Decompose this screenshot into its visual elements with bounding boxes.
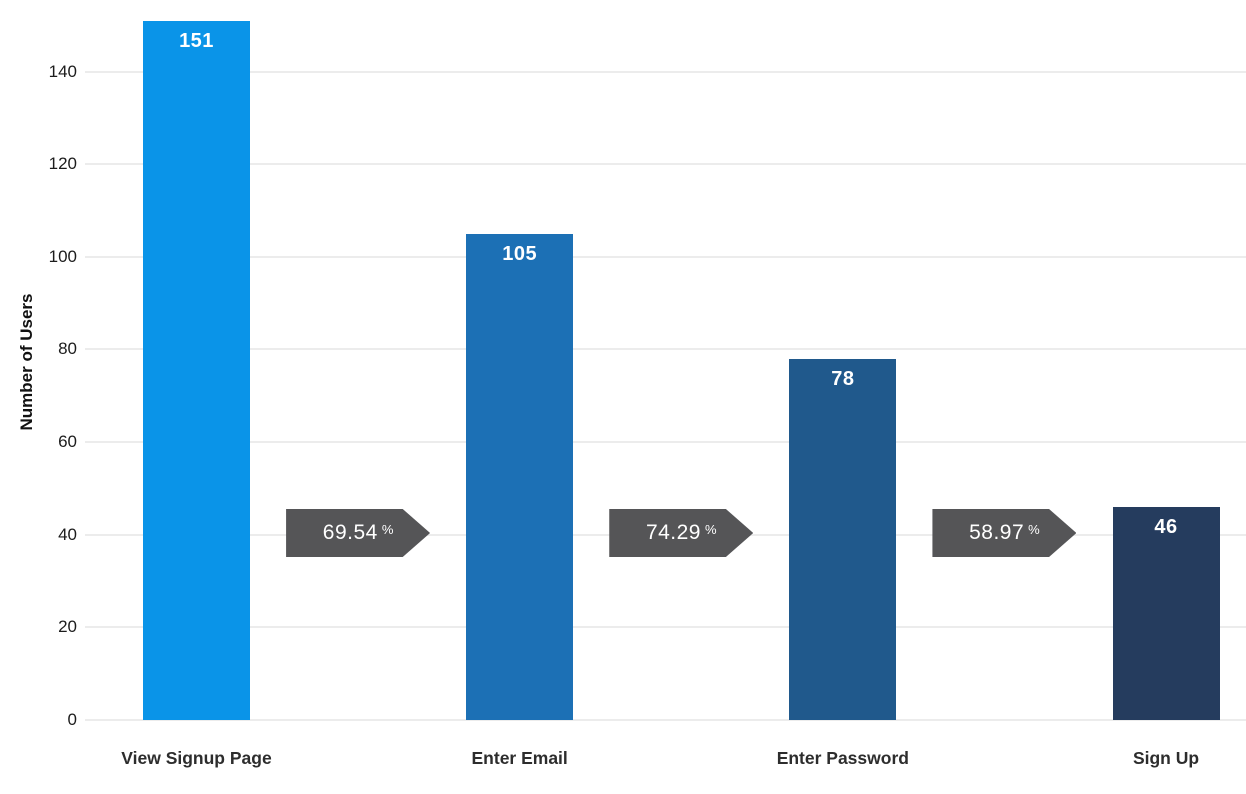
bar-value-label: 78 [831, 367, 855, 390]
y-tick-label: 60 [58, 432, 77, 452]
percent-sign: % [1028, 522, 1040, 537]
conversion-rate-value: 69.54 [322, 521, 378, 544]
y-tick-label: 100 [48, 246, 77, 266]
x-axis-label: View Signup Page [121, 748, 272, 768]
gridline [85, 163, 1246, 166]
y-tick-label: 0 [67, 710, 77, 729]
percent-sign: % [705, 522, 717, 537]
gridline [85, 255, 1246, 258]
y-tick-label: 120 [48, 154, 77, 174]
bar-value-label: 105 [502, 242, 538, 265]
conversion-rate-value: 74.29 [645, 521, 701, 544]
conversion-arrow: 69.54% [286, 509, 431, 557]
conversion-arrow: 74.29% [609, 509, 754, 557]
y-tick-label: 40 [58, 524, 77, 544]
conversion-rate-label: 69.54% [323, 521, 394, 545]
bar-value-label: 46 [1154, 515, 1178, 538]
y-tick-label: 140 [48, 61, 77, 81]
conversion-rate-label: 58.97% [969, 521, 1040, 545]
conversion-rate-label: 74.29% [646, 521, 717, 545]
funnel-bar: 78 [789, 358, 897, 720]
y-tick-label: 20 [58, 617, 77, 637]
gridline [85, 719, 1246, 721]
conversion-arrow: 58.97% [932, 509, 1077, 557]
y-axis-title: Number of Users [17, 293, 36, 431]
gridline [85, 348, 1246, 351]
gridline [85, 626, 1246, 629]
gridline [85, 441, 1246, 444]
funnel-bar: 105 [466, 233, 574, 720]
funnel-bar: 151 [143, 20, 250, 720]
x-axis-label: Enter Password [776, 748, 909, 768]
percent-sign: % [381, 522, 394, 537]
conversion-rate-value: 58.97 [969, 521, 1025, 544]
y-tick-label: 80 [58, 339, 77, 359]
gridline [85, 70, 1246, 73]
x-axis-label: Enter Email [471, 748, 568, 768]
x-axis-label: Sign Up [1132, 748, 1200, 768]
bar-value-label: 151 [179, 29, 214, 52]
funnel-bar: 46 [1112, 506, 1220, 720]
